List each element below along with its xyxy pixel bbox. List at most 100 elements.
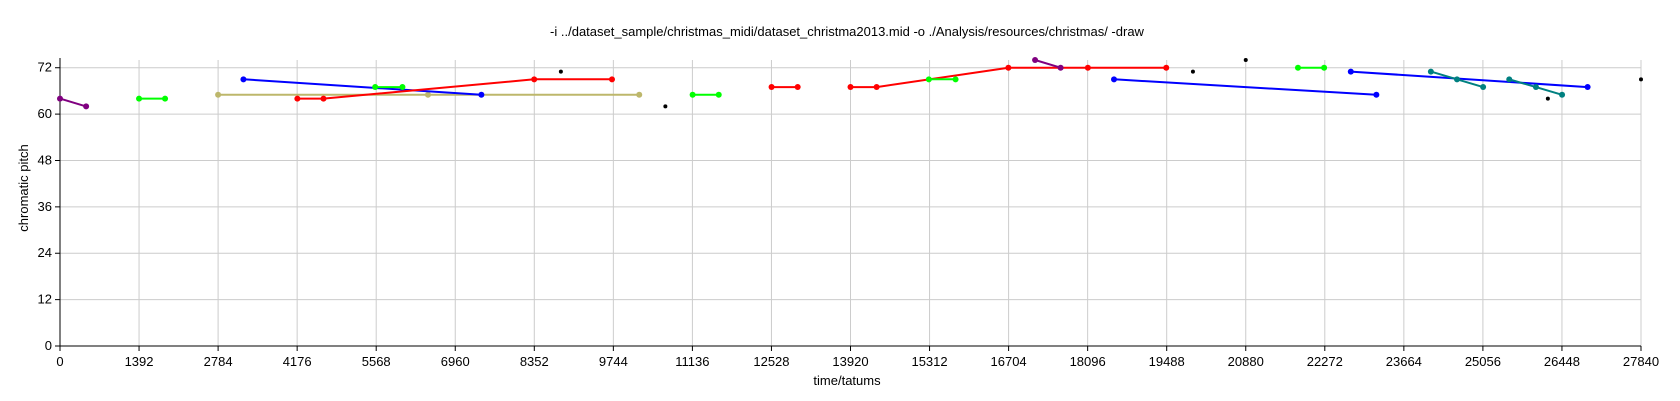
note-line (297, 78, 612, 100)
note-series (1639, 77, 1643, 82)
note-series (558, 69, 563, 74)
note-point (689, 91, 696, 98)
x-tick-label: 0 (56, 354, 63, 369)
note-point (1559, 91, 1566, 98)
note-point (1454, 76, 1461, 83)
x-tick-label: 2784 (204, 354, 233, 369)
note-series (240, 76, 485, 98)
x-tick-label: 13920 (832, 354, 868, 369)
note-point (215, 91, 222, 98)
note-point (558, 69, 563, 74)
note-point (399, 84, 406, 91)
note-point (478, 91, 485, 98)
x-tick-label: 11136 (675, 354, 709, 369)
note-point (1111, 76, 1117, 83)
note-series (1294, 64, 1328, 71)
note-series (372, 84, 406, 91)
chart-title: -i ../dataset_sample/christmas_midi/data… (550, 24, 1144, 39)
x-axis-label: time/tatums (813, 373, 881, 388)
note-point (424, 91, 431, 98)
x-tick-label: 12528 (753, 354, 789, 369)
x-tick-label: 19488 (1149, 354, 1185, 369)
note-point (1480, 84, 1487, 91)
note-point (1057, 64, 1064, 71)
note-point (294, 95, 301, 102)
note-series (1506, 76, 1566, 98)
note-series (689, 91, 722, 98)
note-point (57, 95, 63, 102)
y-tick-label: 0 (45, 338, 52, 353)
y-tick-label: 72 (38, 60, 52, 75)
y-tick-label: 24 (38, 245, 52, 260)
note-point (925, 76, 932, 83)
x-tick-label: 1392 (125, 354, 154, 369)
y-tick-label: 12 (38, 292, 52, 307)
x-tick-label: 26448 (1544, 354, 1580, 369)
note-point (1506, 76, 1513, 83)
note-line (243, 78, 482, 96)
note-point (1639, 77, 1643, 82)
note-series (57, 95, 90, 110)
note-point (636, 91, 643, 98)
note-series (768, 84, 801, 91)
x-tick-label: 6960 (441, 354, 470, 369)
note-line (59, 97, 87, 108)
note-point (320, 95, 327, 102)
note-point (1243, 58, 1248, 62)
note-line (1034, 59, 1061, 69)
note-line (1113, 78, 1377, 96)
note-series (1190, 69, 1195, 74)
note-series (1243, 58, 1248, 62)
y-tick-label: 60 (38, 106, 52, 121)
x-tick-label: 4176 (283, 354, 312, 369)
note-series (1111, 76, 1380, 98)
x-tick-label: 15312 (911, 354, 947, 369)
x-tick-label: 16704 (991, 354, 1027, 369)
note-point (1545, 96, 1550, 101)
note-series (1347, 68, 1591, 91)
note-point (1190, 69, 1195, 74)
note-series (1545, 96, 1550, 101)
note-series (294, 76, 615, 102)
x-tick-label: 22272 (1307, 354, 1343, 369)
note-point (873, 84, 880, 91)
note-point (372, 84, 379, 91)
y-axis-label: chromatic pitch (16, 144, 31, 231)
x-tick-label: 18096 (1070, 354, 1106, 369)
note-point (1321, 64, 1328, 71)
note-point (952, 76, 959, 83)
note-point (1084, 64, 1091, 71)
x-tick-label: 5568 (362, 354, 391, 369)
note-series (1032, 57, 1064, 71)
note-point (1427, 68, 1434, 75)
note-point (83, 103, 90, 110)
note-point (1032, 57, 1039, 63)
note-point (1532, 84, 1539, 91)
note-series (663, 104, 668, 109)
note-point (1347, 68, 1354, 75)
x-tick-label: 20880 (1228, 354, 1264, 369)
note-point (1163, 64, 1170, 71)
x-tick-label: 27840 (1623, 354, 1659, 369)
series-layer (57, 57, 1643, 110)
note-point (162, 95, 169, 102)
note-series (925, 76, 959, 83)
note-point (768, 84, 775, 91)
axis-layer: 0 1392 2784 4176 5568 6960 8352 9744 11136 12528 1… (38, 58, 1659, 369)
y-tick-label: 36 (38, 199, 52, 214)
note-point (136, 95, 143, 102)
note-point (531, 76, 538, 83)
note-point (1294, 64, 1301, 71)
note-series (215, 91, 643, 98)
note-point (663, 104, 668, 109)
note-point (240, 76, 247, 83)
note-point (1005, 64, 1012, 71)
x-tick-label: 23664 (1386, 354, 1422, 369)
x-tick-label: 25056 (1465, 354, 1501, 369)
note-series (136, 95, 169, 102)
note-series (1427, 68, 1487, 91)
note-point (715, 91, 722, 98)
x-tick-label: 8352 (520, 354, 549, 369)
note-point (1584, 84, 1591, 91)
